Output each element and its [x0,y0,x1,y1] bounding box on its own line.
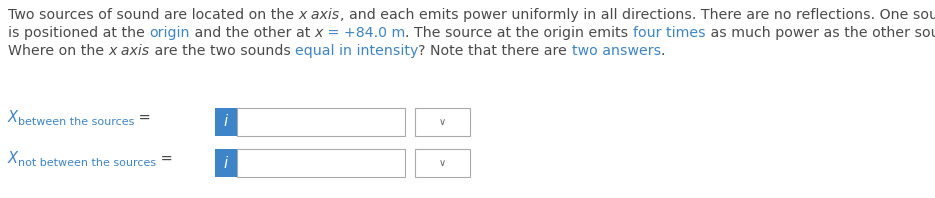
Text: equal in intensity: equal in intensity [295,44,419,58]
Text: origin: origin [150,26,190,40]
Text: X: X [8,151,18,166]
Text: four times: four times [633,26,706,40]
Text: ? Note that there are: ? Note that there are [419,44,572,58]
Text: x: x [315,26,324,40]
Text: and the other at: and the other at [190,26,315,40]
Text: is positioned at the: is positioned at the [8,26,150,40]
FancyBboxPatch shape [215,149,237,177]
Text: ∨: ∨ [439,158,446,168]
Text: =: = [135,110,151,125]
Text: = +84.0 m: = +84.0 m [324,26,406,40]
Text: , and each emits power uniformly in all directions. There are no reflections. On: , and each emits power uniformly in all … [339,8,935,22]
FancyBboxPatch shape [215,108,237,136]
Text: are the two sounds: are the two sounds [150,44,295,58]
Text: ∨: ∨ [439,117,446,127]
Text: i: i [223,155,228,170]
Text: not between the sources: not between the sources [18,158,156,168]
Text: Where on the: Where on the [8,44,108,58]
Text: x axis: x axis [108,44,150,58]
Text: between the sources: between the sources [18,117,135,127]
Text: .: . [661,44,666,58]
Text: as much power as the other source.: as much power as the other source. [706,26,935,40]
Text: i: i [223,114,228,129]
FancyBboxPatch shape [237,108,405,136]
Text: two answers: two answers [572,44,661,58]
Text: . The source at the origin emits: . The source at the origin emits [406,26,633,40]
Text: Two sources of sound are located on the: Two sources of sound are located on the [8,8,298,22]
Text: X: X [8,110,18,125]
Text: x axis: x axis [298,8,339,22]
FancyBboxPatch shape [415,108,470,136]
FancyBboxPatch shape [237,149,405,177]
Text: =: = [156,151,173,166]
FancyBboxPatch shape [415,149,470,177]
